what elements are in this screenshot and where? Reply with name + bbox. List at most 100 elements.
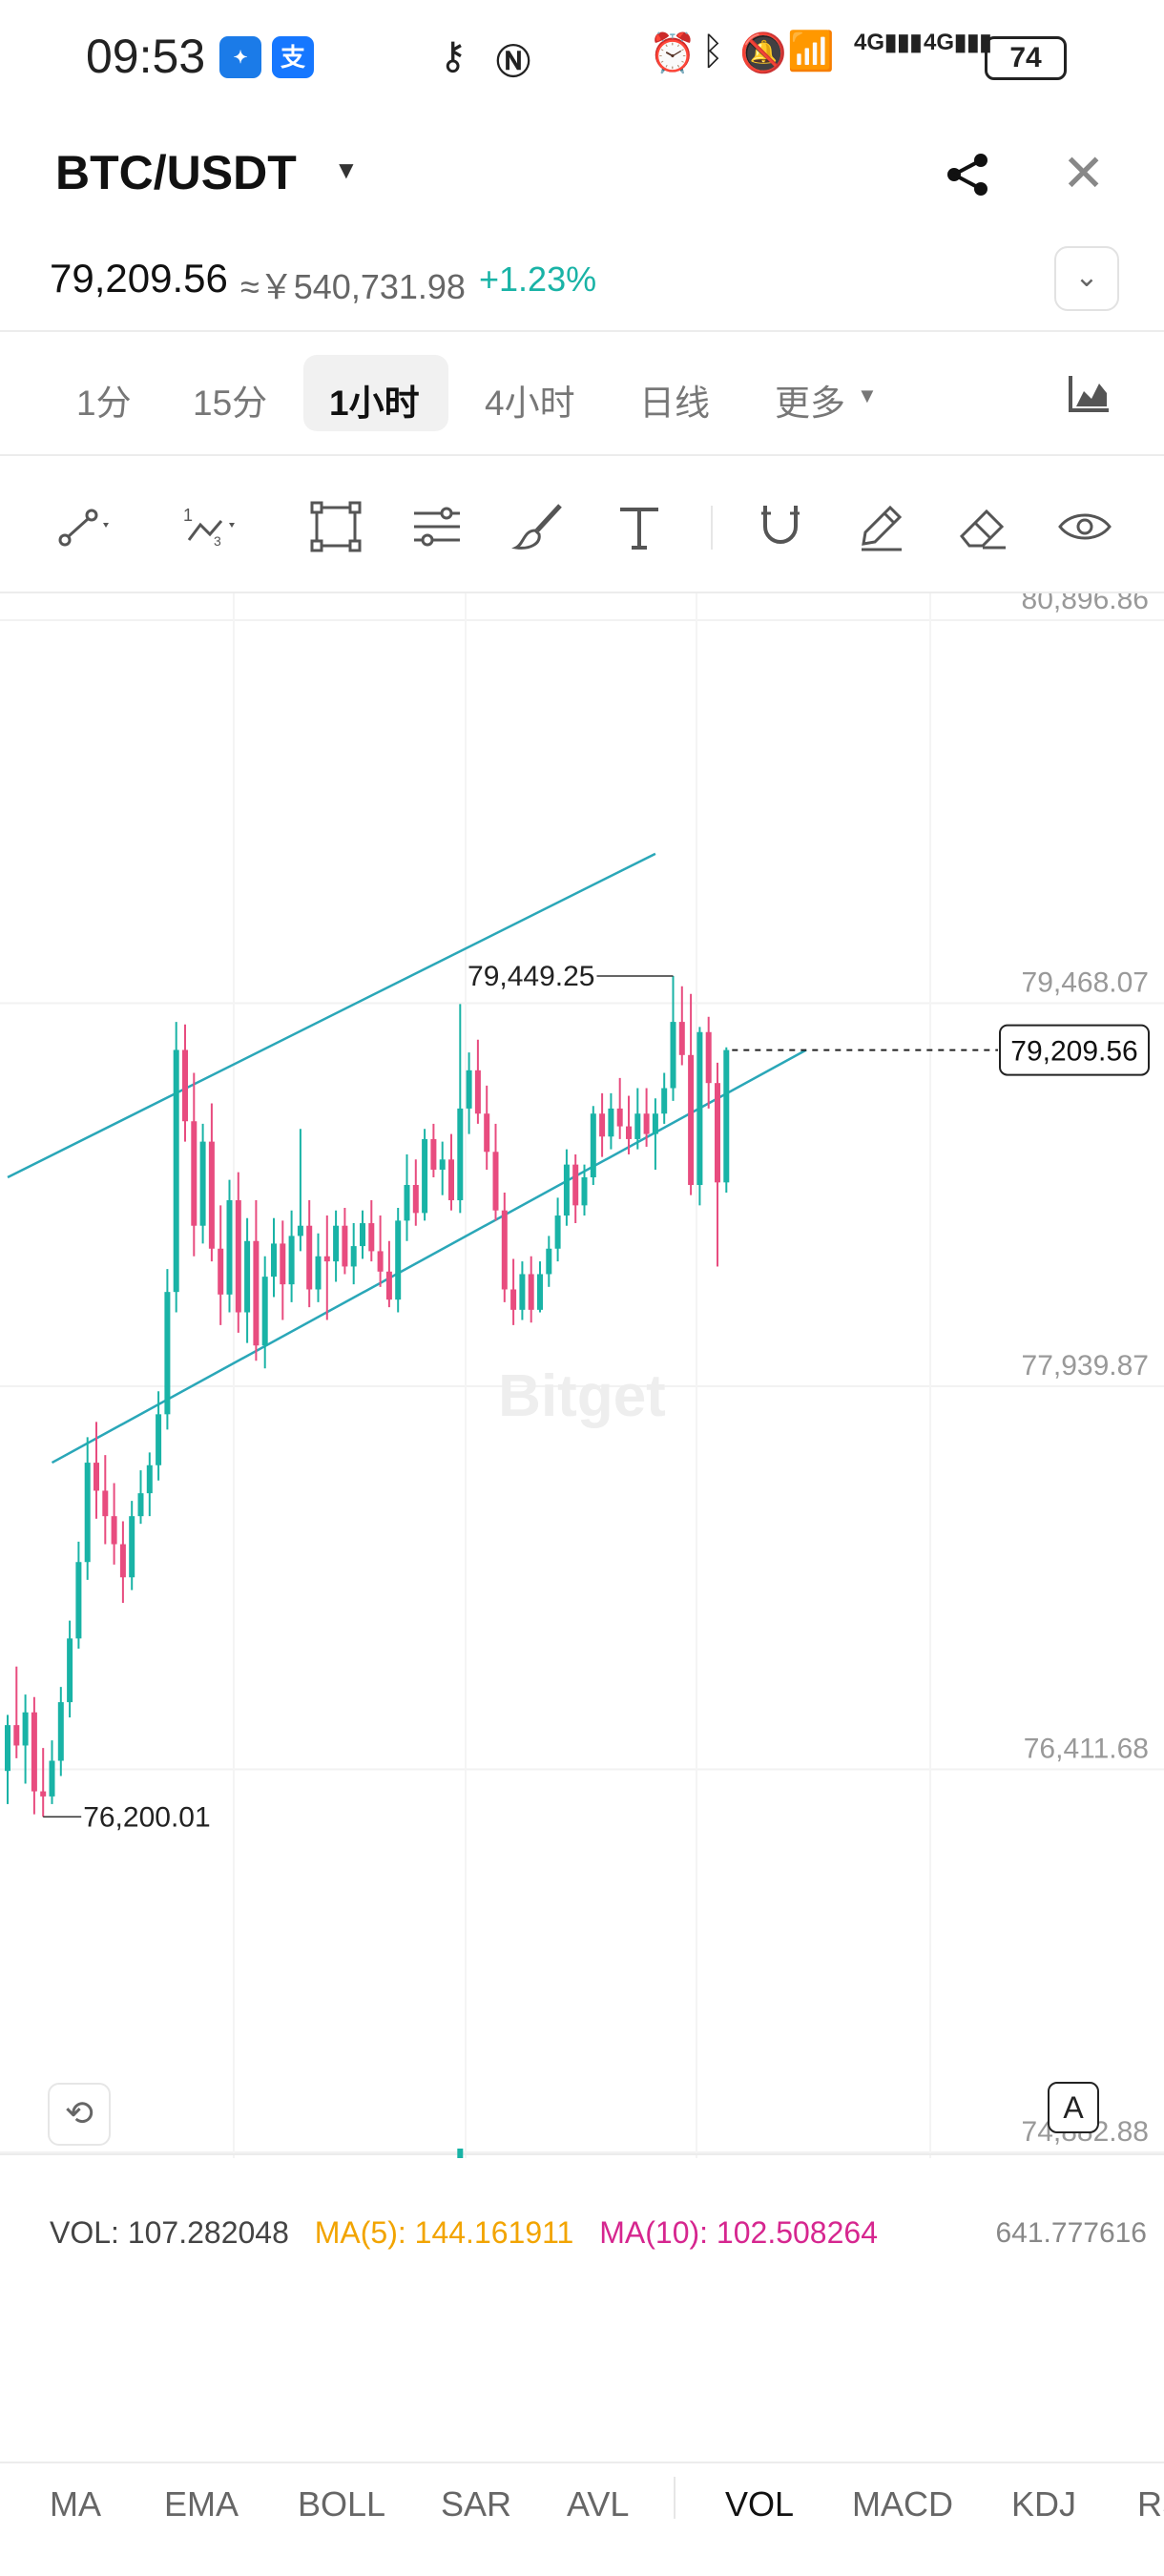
indicator-boll[interactable]: BOLL [298, 2484, 386, 2524]
candle-body [57, 1702, 64, 1761]
candle-body [643, 1113, 650, 1134]
candle-body [661, 1088, 668, 1114]
battery-indicator: 74 [985, 36, 1067, 80]
candle-body [111, 1516, 117, 1545]
candle-body [5, 1725, 10, 1772]
last-price: 79,209.56 [50, 256, 228, 301]
ma5-label: MA(5): 144.161911 [314, 2215, 574, 2250]
tab-daily[interactable]: 日线 [639, 384, 710, 423]
text-icon[interactable] [611, 498, 668, 555]
magnet-icon[interactable] [752, 498, 809, 555]
candle-body [510, 1289, 517, 1310]
indicator-ema[interactable]: EMA [164, 2484, 239, 2524]
candle-body [537, 1274, 543, 1310]
pair-title[interactable]: BTC/USDT [55, 146, 297, 199]
candle-body [306, 1225, 313, 1290]
candle-body [191, 1121, 197, 1226]
candle-body [244, 1240, 251, 1313]
rectangle-icon[interactable] [307, 498, 364, 555]
bluetooth-icon: ᛒ [701, 31, 724, 73]
channel-upper-line[interactable] [7, 852, 656, 1179]
candle-body [484, 1113, 490, 1153]
candle-body [377, 1251, 384, 1272]
indicator-vol[interactable]: VOL [725, 2484, 795, 2524]
candlestick-chart[interactable]: Bitget 80,896.86 79,468.07 77,939.87 76,411… [0, 593, 1164, 2158]
candle-body [49, 1760, 55, 1797]
channel-lower-line[interactable] [51, 1049, 807, 1465]
chart-type-icon[interactable] [1069, 374, 1111, 412]
candle-body [333, 1225, 340, 1262]
candle-body [40, 1791, 47, 1797]
eye-icon[interactable] [1056, 498, 1113, 555]
candle-body [652, 1113, 658, 1134]
candle-body [581, 1176, 588, 1206]
candle-body [705, 1031, 712, 1084]
brush-icon[interactable] [510, 498, 568, 555]
candle-body [271, 1243, 277, 1278]
candle-body [129, 1516, 135, 1578]
candle-body [182, 1049, 188, 1122]
candle-body [466, 1070, 472, 1109]
volume-bar [457, 2148, 464, 2158]
candle-body [31, 1712, 37, 1792]
candle-body [84, 1463, 91, 1563]
indicator-kdj[interactable]: KDJ [1011, 2484, 1077, 2524]
tab-1h[interactable]: 1小时 [329, 384, 420, 423]
candle-body [688, 1054, 695, 1186]
last-price-box[interactable] [999, 1024, 1150, 1076]
candle-body [715, 1083, 720, 1183]
indicator-sar[interactable]: SAR [441, 2484, 512, 2524]
caret-down-icon[interactable]: ▼ [334, 156, 359, 184]
indicator-ma[interactable]: MA [50, 2484, 101, 2524]
candle-body [288, 1236, 295, 1285]
eraser-icon[interactable] [954, 498, 1011, 555]
indicator-macd[interactable]: MACD [852, 2484, 953, 2524]
candle-body [599, 1113, 606, 1137]
indicator-avl[interactable]: AVL [567, 2484, 630, 2524]
candle-body [422, 1138, 428, 1214]
share-icon[interactable] [945, 153, 990, 197]
y-axis-label: 80,896.86 [1022, 593, 1149, 615]
candle-body [457, 1108, 464, 1201]
close-icon[interactable]: ✕ [1062, 145, 1106, 202]
indicator-rsi[interactable]: RSI [1137, 2484, 1164, 2524]
mute-icon: 🔕 [739, 32, 787, 74]
candle-body [67, 1638, 73, 1703]
candle-body [474, 1070, 481, 1114]
candle-body [412, 1185, 419, 1214]
trend-line-icon[interactable] [55, 498, 113, 555]
candle-body [315, 1256, 322, 1290]
pencil-icon[interactable] [852, 498, 909, 555]
status-bar: 09:53 ✦ 支 ⚷ Ⓝ ⏰ ᛒ 🔕 📶 4G▮▮▮ 4G▮▮▮ 74 [0, 0, 1164, 114]
candle-body [75, 1562, 82, 1639]
candle-body [430, 1138, 437, 1170]
y-axis-label: 79,468.07 [1022, 967, 1149, 999]
parallel-channel-icon[interactable] [408, 498, 466, 555]
tab-15m[interactable]: 15分 [193, 384, 268, 423]
tab-1m[interactable]: 1分 [76, 384, 132, 423]
volume-max-label: 641.777616 [995, 2217, 1148, 2249]
divider [711, 506, 713, 550]
candle-body [199, 1141, 206, 1226]
candle-body [119, 1544, 126, 1578]
candle-body [670, 1022, 676, 1089]
candle-body [235, 1200, 241, 1313]
divider [0, 454, 1164, 456]
tab-more[interactable]: 更多 [775, 384, 845, 423]
vol-label: VOL: 107.282048 [50, 2215, 289, 2250]
auto-scale-button[interactable]: A [1048, 2082, 1099, 2133]
candle-body [616, 1108, 623, 1127]
candle-body [608, 1108, 614, 1137]
low-price-label: 76,200.01 [83, 1801, 210, 1833]
candle-body [448, 1159, 454, 1201]
candle-body [360, 1223, 365, 1247]
reset-view-icon[interactable]: ⟲ [48, 2083, 111, 2146]
alipay-icon: 支 [272, 36, 314, 78]
signal-4g-icon: 4G▮▮▮ [924, 30, 992, 55]
tab-4h[interactable]: 4小时 [485, 384, 575, 423]
caret-down-icon[interactable]: ▼ [857, 384, 878, 407]
chevron-down-icon[interactable]: ⌄ [1054, 246, 1119, 311]
candle-body [94, 1463, 99, 1491]
svg-text:1: 1 [183, 506, 193, 525]
